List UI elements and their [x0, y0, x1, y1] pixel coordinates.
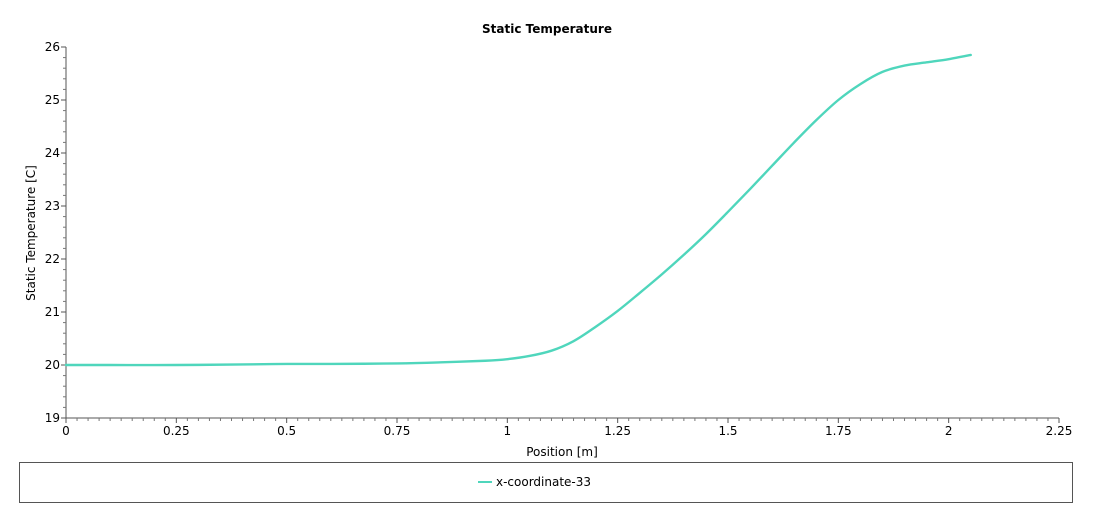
- y-axis-label: Static Temperature [C]: [24, 165, 38, 301]
- x-axis-label: Position [m]: [526, 445, 598, 459]
- y-tick-label: 22: [45, 252, 60, 266]
- series-line-x-coordinate-33: [64, 53, 972, 367]
- x-tick-label: 1: [504, 424, 512, 438]
- x-tick-label: 0.25: [163, 424, 190, 438]
- legend-item-x-coordinate-33[interactable]: x-coordinate-33: [478, 475, 591, 489]
- y-tick-label: 24: [45, 146, 60, 160]
- x-tick-label: 1.75: [825, 424, 852, 438]
- y-tick-label: 20: [45, 358, 60, 372]
- y-tick-label: 21: [45, 305, 60, 319]
- series-layer: [64, 53, 972, 367]
- y-axis-ticks: 19 20 21 22 23 24 25 26: [45, 40, 66, 425]
- x-axis-ticks: 0 0.25 0.5 0.75 1 1.25 1.5 1.75 2 2.25: [62, 418, 1072, 438]
- y-tick-label: 25: [45, 93, 60, 107]
- legend-swatch: [478, 481, 492, 483]
- y-tick-label: 26: [45, 40, 60, 54]
- x-tick-label: 0: [62, 424, 70, 438]
- chart-title: Static Temperature: [482, 22, 612, 36]
- legend-label: x-coordinate-33: [496, 475, 592, 489]
- y-tick-label: 23: [45, 199, 60, 213]
- axes: [65, 47, 1059, 419]
- x-tick-label: 0.75: [384, 424, 411, 438]
- x-tick-label: 0.5: [277, 424, 296, 438]
- x-tick-label: 2.25: [1046, 424, 1073, 438]
- y-tick-label: 19: [45, 411, 60, 425]
- x-tick-label: 1.25: [604, 424, 631, 438]
- legend: x-coordinate-33: [19, 462, 1073, 503]
- x-tick-label: 1.5: [718, 424, 737, 438]
- chart-area: Static Temperature 0 0.25 0.5 0.75 1 1.25 1.5 1…: [24, 22, 1072, 459]
- x-tick-label: 2: [945, 424, 953, 438]
